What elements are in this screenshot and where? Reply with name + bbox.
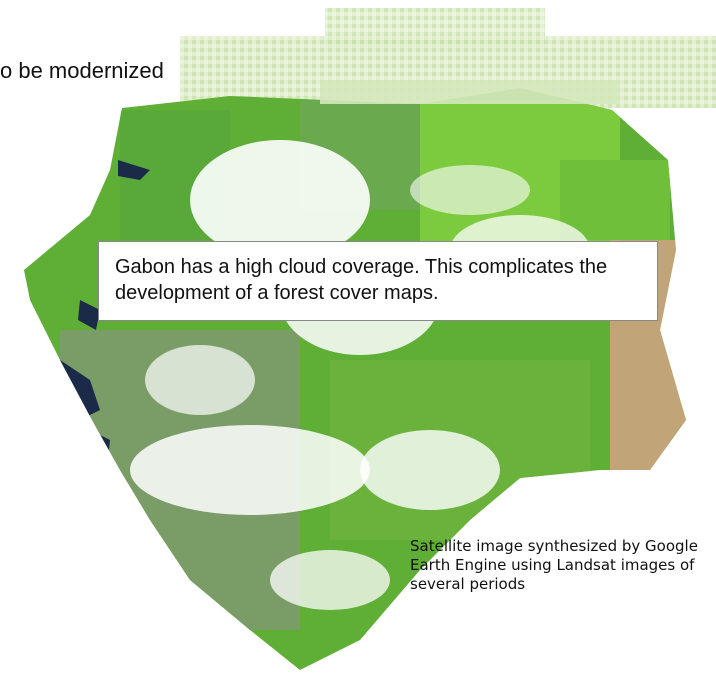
- pale-cloud-band-top: [325, 8, 545, 48]
- north-pale-strip: [320, 80, 620, 104]
- image-source-caption: Satellite image synthesized by Google Ea…: [410, 537, 698, 593]
- heading-fragment: o be modernized: [0, 58, 164, 83]
- cloud-coverage-callout: Gabon has a high cloud coverage. This co…: [98, 241, 658, 321]
